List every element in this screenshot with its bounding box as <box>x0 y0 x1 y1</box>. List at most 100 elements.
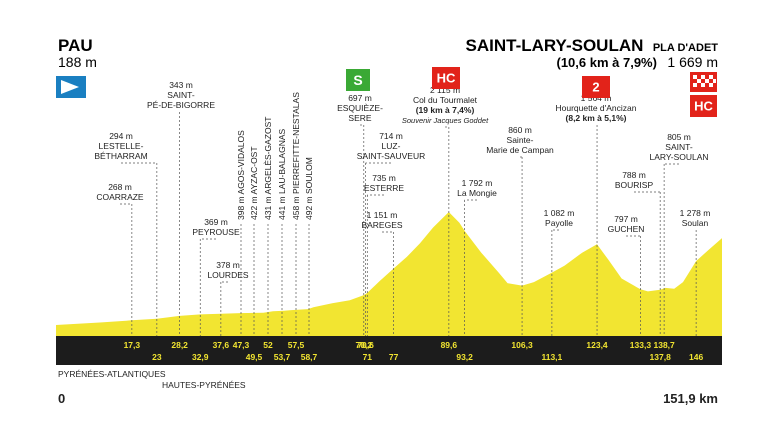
waypoint-name: Marie de Campan <box>486 145 554 155</box>
waypoint-name: SAINT-SAUVEUR <box>357 151 426 161</box>
waypoint-alt: 268 m <box>108 182 132 192</box>
km-marker: 58,7 <box>301 352 318 362</box>
waypoint-label: 398 m AGOS-VIDALOS <box>236 130 246 220</box>
waypoint-label: 1 792 mLa Mongie <box>457 178 497 198</box>
waypoint-name: ARGELÈS-GAZOST <box>263 117 273 195</box>
km-marker: 32,9 <box>192 352 209 362</box>
waypoint-name: Souvenir Jacques Goddet <box>402 116 489 125</box>
waypoint-name: LUZ- <box>382 141 401 151</box>
waypoint-name: GUCHEN <box>608 224 645 234</box>
waypoint-alt: 441 m <box>277 194 287 220</box>
km-marker: 113,1 <box>541 352 562 362</box>
waypoint-name: BAREGES <box>361 220 402 230</box>
finish-flag-icon <box>690 72 717 92</box>
km-marker: 123,4 <box>586 340 608 350</box>
profile-area <box>56 212 722 336</box>
waypoint-name: BÉTHARRAM <box>94 151 147 161</box>
km-marker: 57,5 <box>288 340 305 350</box>
waypoint-name: AGOS-VIDALOS <box>236 130 246 195</box>
waypoint-name: Sainte- <box>507 135 534 145</box>
waypoint-label: 422 m AYZAC-OST <box>249 146 259 220</box>
km-marker: 28,2 <box>171 340 188 350</box>
waypoint-name: Soulan <box>682 218 709 228</box>
waypoint-alt: 697 m <box>348 93 372 103</box>
waypoint-name: PEYROUSE <box>192 227 240 237</box>
km-marker: 138,7 <box>653 340 675 350</box>
axis-start-km: 0 <box>58 391 65 406</box>
km-bar <box>56 336 722 365</box>
waypoint-alt: 458 m <box>291 194 301 220</box>
km-marker: 49,5 <box>246 352 263 362</box>
waypoint-name: COARRAZE <box>96 192 144 202</box>
finish-title: SAINT-LARY-SOULAN PLA D'ADET <box>466 36 719 55</box>
waypoint-alt: 2 115 m <box>430 85 460 95</box>
waypoint-name: BOURISP <box>615 180 654 190</box>
waypoint-name: LOURDES <box>207 270 248 280</box>
km-marker: 77 <box>389 352 399 362</box>
waypoint-name: La Mongie <box>457 188 497 198</box>
waypoint-alt: 431 m <box>263 194 273 220</box>
waypoint-name: PÉ-DE-BIGORRE <box>147 100 215 110</box>
waypoint-alt: 797 m <box>614 214 638 224</box>
waypoint-alt: 398 m <box>236 194 246 220</box>
waypoint-alt: 343 m <box>169 80 193 90</box>
waypoint-alt: 369 m <box>204 217 228 227</box>
km-marker: 146 <box>689 352 703 362</box>
waypoint-name: (8,2 km à 5,1%) <box>566 113 627 123</box>
waypoint-alt: 714 m <box>379 131 403 141</box>
finish-details: (10,6 km à 7,9%) 1 669 m <box>557 54 719 71</box>
waypoint-label: 431 m ARGELÈS-GAZOST <box>263 117 273 220</box>
km-marker: 37,6 <box>213 340 230 350</box>
finish-hc-badge-label: HC <box>694 99 713 114</box>
waypoint-name: AYZAC-OST <box>249 146 259 194</box>
km-marker: 17,3 <box>124 340 141 350</box>
km-marker: 47,3 <box>233 340 250 350</box>
km-marker: 133,3 <box>630 340 652 350</box>
axis-end-km: 151,9 km <box>663 391 718 406</box>
waypoint-name: ESTERRE <box>364 183 404 193</box>
start-flag-icon <box>56 76 86 98</box>
region-hautes-pyrenees: HAUTES-PYRÉNÉES <box>162 380 246 390</box>
waypoint-leaders <box>120 112 697 336</box>
waypoint-alt: 294 m <box>109 131 133 141</box>
waypoint-alt: 378 m <box>216 260 240 270</box>
waypoint-name: ESQUIÈZE- <box>337 103 383 113</box>
climb-badges: S HC 2 HC <box>346 67 717 117</box>
start-altitude: 188 m <box>58 54 97 70</box>
hc-badge-label: HC <box>437 71 456 86</box>
finish-sub: PLA D'ADET <box>653 42 718 54</box>
waypoint-name: SOULOM <box>304 157 314 194</box>
km-marker: 137,8 <box>650 352 672 362</box>
waypoint-alt: 735 m <box>372 173 396 183</box>
waypoint-label: 492 m SOULOM <box>304 157 314 220</box>
waypoint-name: Hourquette d'Ancizan <box>555 103 636 113</box>
finish-altitude: 1 669 m <box>667 54 718 70</box>
waypoint-alt: 788 m <box>622 170 646 180</box>
km-marker: 53,7 <box>274 352 291 362</box>
waypoint-alt: 1 151 m <box>367 210 398 220</box>
waypoint-name: Payolle <box>545 218 573 228</box>
km-marker: 70,2 <box>356 340 373 350</box>
waypoint-label: 458 m PIERREFITTE-NESTALAS <box>291 92 301 220</box>
hc-badge-icon: HC <box>432 67 460 89</box>
region-pyrenees-atlantiques: PYRÉNÉES-ATLANTIQUES <box>58 369 166 379</box>
km-marker: 70,6 <box>357 340 374 350</box>
km-marker: 106,3 <box>511 340 533 350</box>
waypoint-name: Col du Tourmalet <box>413 95 478 105</box>
